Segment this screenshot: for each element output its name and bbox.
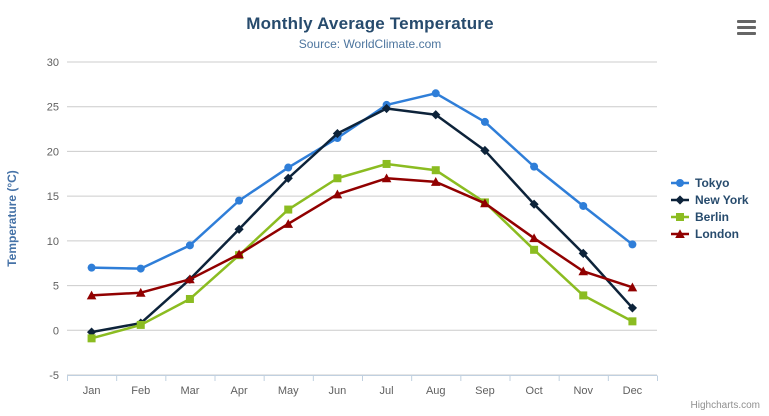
data-point-berlin-oct[interactable] [530, 245, 539, 254]
legend-item-tokyo[interactable]: Tokyo [671, 176, 749, 190]
data-point-tokyo-sep[interactable] [480, 117, 489, 126]
y-axis-label: 15 [47, 191, 59, 203]
hamburger-menu-icon [737, 31, 756, 35]
y-axis-label: -5 [49, 370, 59, 382]
x-axis-label: May [278, 385, 299, 397]
x-axis-label: Feb [131, 385, 150, 397]
x-axis-label: Dec [623, 385, 643, 397]
series-line-tokyo[interactable] [90, 92, 634, 270]
data-point-london-feb[interactable] [135, 287, 146, 297]
legend-label: Tokyo [695, 176, 730, 190]
data-point-new-york-nov[interactable] [578, 248, 588, 258]
x-axis-label: Mar [180, 385, 199, 397]
legend-marker[interactable] [676, 213, 684, 221]
data-point-tokyo-oct[interactable] [530, 162, 539, 171]
data-point-tokyo-feb[interactable] [136, 264, 145, 273]
legend-label: London [695, 227, 739, 241]
legend: Tokyo New York Berlin London [671, 176, 749, 241]
legend-marker[interactable] [675, 195, 685, 205]
legend-label: New York [695, 193, 749, 207]
legend-label: Berlin [695, 210, 730, 224]
export-menu-button[interactable] [736, 19, 757, 36]
data-point-london-aug[interactable] [430, 177, 441, 186]
x-axis-label: Nov [573, 385, 593, 397]
data-point-new-york-jun[interactable] [332, 128, 343, 139]
legend-marker[interactable] [676, 179, 684, 187]
y-axis-label: 25 [47, 102, 59, 114]
data-point-tokyo-nov[interactable] [579, 201, 588, 210]
chart-title: Monthly Average Temperature [246, 14, 494, 33]
data-point-new-york-jul[interactable] [381, 103, 392, 114]
data-point-berlin-feb[interactable] [136, 320, 145, 329]
x-axis-label: Sep [475, 385, 495, 397]
data-point-london-oct[interactable] [529, 233, 539, 243]
x-axis-label: Jan [83, 385, 101, 397]
data-point-london-jan[interactable] [86, 290, 97, 300]
data-point-london-mar[interactable] [185, 274, 195, 284]
square-marker-icon [671, 213, 689, 221]
data-point-london-sep[interactable] [480, 198, 490, 208]
hamburger-menu-icon [737, 20, 756, 24]
x-axis-label: Apr [231, 385, 248, 397]
data-point-tokyo-aug[interactable] [431, 89, 440, 98]
data-point-new-york-apr[interactable] [234, 224, 244, 234]
data-point-tokyo-may[interactable] [284, 163, 293, 172]
data-point-tokyo-apr[interactable] [235, 196, 244, 205]
x-axis-label: Aug [426, 385, 446, 397]
series-line-berlin[interactable] [90, 162, 634, 340]
y-axis-title: Temperature (°C) [5, 170, 19, 267]
data-point-london-may[interactable] [283, 219, 294, 228]
y-axis-label: 0 [53, 325, 59, 337]
legend-item-london[interactable]: London [671, 227, 749, 241]
data-point-london-apr[interactable] [234, 249, 244, 259]
x-axis-label: Jul [380, 385, 394, 397]
y-axis-label: 30 [47, 57, 59, 69]
data-point-london-jun[interactable] [332, 189, 343, 199]
legend-item-berlin[interactable]: Berlin [671, 210, 749, 224]
data-point-berlin-dec[interactable] [628, 317, 637, 326]
data-point-tokyo-jan[interactable] [87, 263, 96, 272]
series-line-new-york[interactable] [90, 107, 634, 334]
data-point-berlin-nov[interactable] [579, 291, 588, 300]
data-point-tokyo-mar[interactable] [185, 241, 194, 250]
y-axis-label: 10 [47, 236, 59, 248]
legend-marker[interactable] [675, 229, 685, 238]
data-point-new-york-oct[interactable] [529, 199, 539, 209]
data-point-berlin-jan[interactable] [87, 334, 96, 343]
circle-marker-icon [671, 179, 689, 187]
x-axis-label: Jun [329, 385, 347, 397]
x-axis-label: Oct [526, 385, 543, 397]
series-line-london[interactable] [90, 177, 634, 297]
data-point-berlin-jul[interactable] [382, 159, 391, 168]
data-point-london-jul[interactable] [381, 173, 392, 183]
data-point-tokyo-dec[interactable] [628, 240, 637, 249]
y-axis-label: 20 [47, 146, 59, 158]
triangle-marker-icon [671, 229, 689, 238]
data-point-berlin-jun[interactable] [333, 174, 342, 183]
credits-link[interactable]: Highcharts.com [690, 400, 760, 411]
data-point-london-nov[interactable] [578, 266, 589, 276]
chart-subtitle: Source: WorldClimate.com [298, 37, 442, 51]
data-point-berlin-may[interactable] [284, 205, 293, 214]
series-tokyo [87, 89, 637, 273]
legend-item-new-york[interactable]: New York [671, 193, 749, 207]
data-point-new-york-dec[interactable] [627, 303, 638, 313]
data-point-new-york-may[interactable] [283, 173, 293, 183]
y-axis-label: 5 [53, 281, 59, 293]
data-point-berlin-mar[interactable] [185, 294, 194, 303]
series-london [86, 173, 638, 300]
data-point-london-dec[interactable] [627, 282, 638, 292]
data-point-new-york-sep[interactable] [480, 145, 490, 156]
hamburger-menu-icon [737, 25, 756, 30]
series-new-york [86, 103, 638, 337]
diamond-marker-icon [671, 195, 689, 205]
data-point-berlin-aug[interactable] [431, 166, 440, 175]
data-point-new-york-aug[interactable] [431, 110, 441, 120]
